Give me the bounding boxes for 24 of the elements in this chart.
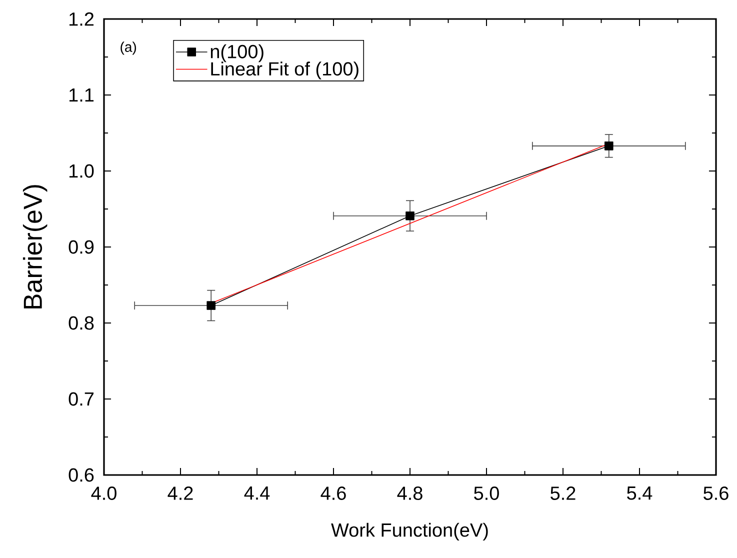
- annotation: (a): [120, 42, 136, 55]
- point: [206, 301, 216, 310]
- y-axis-title: Barrier(eV): [22, 185, 48, 308]
- legend-label: n(100): [210, 44, 264, 62]
- y-tick-label: 0.7: [68, 392, 94, 406]
- x-tick-label: 5.4: [627, 486, 652, 500]
- x-tick-label: 5.0: [474, 486, 499, 500]
- x-tick-label: 4.2: [168, 486, 193, 500]
- point: [604, 142, 614, 150]
- x-tick-label: 4.6: [320, 486, 346, 500]
- legend-label: Linear Fit of (100): [211, 62, 358, 80]
- y-tick-label: 0.6: [68, 468, 94, 482]
- y-tick-label: 0.9: [68, 240, 94, 254]
- x-axis-title: Work Function(eV): [331, 522, 488, 541]
- y-tick-label: 0.8: [68, 316, 94, 330]
- x-tick-label: 4.4: [244, 486, 270, 500]
- x-tick-label: 5.2: [550, 486, 576, 500]
- x-tick-label: 4.0: [91, 486, 116, 500]
- x-tick-label: 5.6: [704, 486, 728, 500]
- y-tick-label: 1.1: [69, 88, 94, 102]
- y-tick-label: 1.2: [69, 12, 94, 26]
- point: [406, 211, 414, 220]
- y-tick-label: 1.0: [69, 164, 94, 178]
- x-tick-label: 4.8: [397, 486, 422, 500]
